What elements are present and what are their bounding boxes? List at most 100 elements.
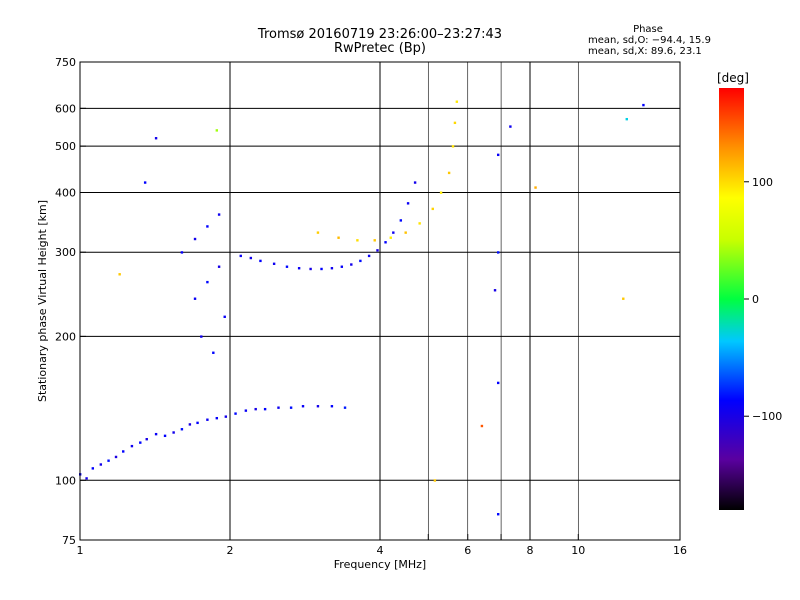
y-tick-label: 300 — [55, 246, 76, 259]
echo-point — [154, 432, 158, 436]
x-tick-label: 4 — [377, 544, 384, 557]
y-tick-label: 200 — [55, 330, 76, 343]
echo-point — [91, 467, 95, 470]
echo-point — [143, 181, 147, 184]
echo-point — [193, 237, 197, 241]
x-tick-label: 1 — [77, 544, 84, 557]
echo-point — [453, 121, 457, 125]
echo-point — [367, 254, 371, 258]
x-tick-label: 6 — [464, 544, 471, 557]
x-tick-label: 16 — [673, 544, 687, 557]
echo-point — [259, 259, 262, 263]
echo-point — [188, 423, 192, 426]
echo-point — [145, 437, 148, 441]
echo-point — [244, 409, 248, 412]
echo-point — [239, 254, 242, 258]
echo-point — [359, 259, 362, 263]
echo-point — [392, 231, 395, 234]
colorbar-tick-label: 100 — [752, 176, 773, 189]
y-tick-label: 750 — [55, 56, 76, 69]
echo-point — [180, 428, 184, 431]
y-axis-label: Stationary phase Virtual Height [km] — [36, 200, 49, 402]
echo-point — [212, 351, 215, 354]
echo-point — [180, 251, 184, 254]
echo-points — [79, 100, 645, 516]
echo-point — [439, 191, 443, 194]
echo-point — [622, 297, 625, 300]
echo-point — [154, 137, 158, 140]
colorbar-tick-label: 0 — [752, 293, 759, 306]
echo-point — [301, 405, 305, 408]
echo-point — [118, 273, 121, 276]
y-axis-ticks: 75 100 200 300 400 500 600 750 — [55, 56, 86, 547]
echo-point — [330, 405, 334, 408]
echo-point — [215, 416, 219, 420]
echo-point — [455, 100, 459, 103]
echo-point — [431, 207, 434, 211]
echo-point — [534, 186, 537, 189]
x-tick-label: 8 — [527, 544, 534, 557]
colorbar-tick-label: −100 — [752, 410, 782, 423]
phase-o-stats: mean, sd,O: −94.4, 15.9 — [588, 35, 711, 46]
echo-point — [217, 213, 221, 216]
echo-point — [509, 125, 512, 128]
x-axis-label: Frequency [MHz] — [334, 558, 426, 571]
echo-point — [309, 267, 312, 271]
echo-point — [122, 450, 125, 453]
echo-point — [196, 421, 199, 425]
echo-point — [297, 267, 301, 270]
echo-point — [289, 406, 293, 409]
echo-point — [343, 406, 347, 409]
echo-point — [406, 202, 410, 205]
echo-point — [85, 477, 88, 480]
echo-point — [139, 441, 142, 444]
echo-point — [418, 222, 421, 225]
phase-heading: Phase — [633, 24, 663, 35]
x-tick-label: 2 — [227, 544, 234, 557]
echo-point — [130, 444, 134, 448]
phase-x-stats: mean, sd,X: 89.6, 23.1 — [588, 46, 702, 57]
echo-point — [206, 225, 209, 228]
echo-point — [224, 415, 228, 418]
echo-point — [373, 239, 376, 242]
echo-point — [330, 267, 334, 270]
echo-point — [285, 265, 289, 268]
colorbar-ticks: 100 0 −100 — [744, 176, 782, 423]
echo-point — [107, 459, 110, 462]
echo-point — [277, 406, 280, 409]
echo-point — [263, 407, 267, 411]
echo-point — [206, 418, 209, 421]
echo-point — [316, 405, 320, 408]
echo-point — [642, 103, 645, 107]
echo-point — [496, 251, 500, 254]
echo-point — [350, 263, 353, 266]
echo-point — [316, 231, 320, 234]
echo-point — [496, 153, 500, 157]
y-tick-label: 400 — [55, 186, 76, 199]
echo-point — [320, 267, 323, 271]
echo-point — [433, 479, 437, 482]
echo-point — [340, 265, 344, 268]
echo-point — [376, 249, 379, 252]
echo-point — [337, 236, 340, 239]
y-tick-label: 100 — [55, 474, 76, 487]
echo-point — [384, 241, 387, 244]
echo-point — [480, 424, 484, 428]
phase-stats: Phase mean, sd,O: −94.4, 15.9 mean, sd,X… — [588, 24, 711, 57]
echo-point — [272, 262, 276, 265]
echo-point — [234, 412, 237, 415]
echo-point — [114, 455, 118, 459]
echo-point — [496, 381, 500, 385]
colorbar-label: [deg] — [717, 71, 749, 85]
echo-point — [163, 434, 167, 438]
echo-point — [254, 407, 257, 411]
echo-point — [404, 231, 407, 234]
echo-point — [356, 239, 359, 242]
echo-point — [413, 181, 417, 184]
echo-point — [99, 463, 103, 466]
echo-point — [172, 431, 175, 434]
echo-point — [493, 289, 497, 292]
echo-point — [200, 335, 203, 338]
y-tick-label: 500 — [55, 140, 76, 153]
